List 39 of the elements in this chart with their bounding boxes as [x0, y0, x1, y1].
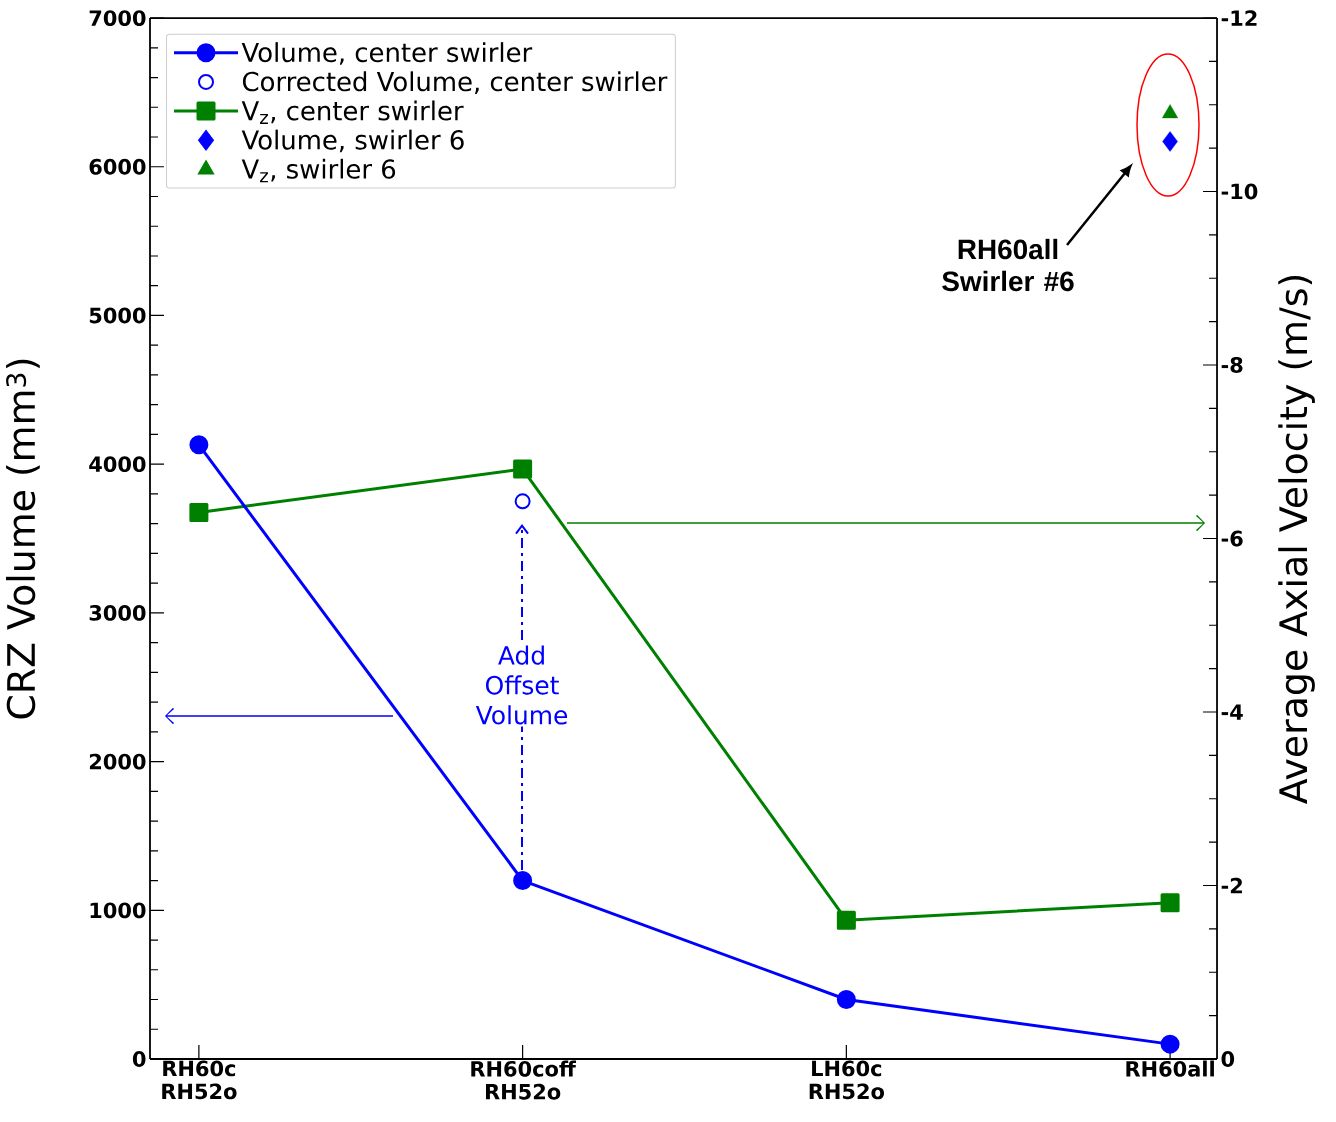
point — [1160, 893, 1180, 913]
point — [836, 990, 856, 1010]
y2-tick-label: -2 — [1221, 877, 1242, 894]
legend-label: Volume, center swirler — [241, 42, 533, 65]
point — [1162, 131, 1178, 152]
y-tick-label: 3000 — [89, 604, 146, 621]
y-axis-title: CRZ Volume (mm$^{3}$) — [6, 359, 40, 719]
y-tick-label: 5000 — [89, 307, 146, 324]
point — [513, 459, 533, 479]
legend-label: V$_{z}$, center swirler — [241, 100, 464, 124]
legend-label: Corrected Volume, center swirler — [242, 71, 668, 95]
point — [189, 502, 209, 522]
y-tick-label: 7000 — [89, 10, 146, 26]
y2-tick-label: 0 — [1221, 1051, 1235, 1067]
y-tick-label: 2000 — [89, 753, 146, 770]
x-tick-label: LH60c RH52o — [809, 1060, 884, 1100]
y2-tick-label: -10 — [1221, 183, 1258, 200]
y2-tick-label: -12 — [1221, 10, 1257, 26]
legend-label: V$_{z}$, swirler 6 — [241, 158, 396, 183]
point — [189, 435, 209, 455]
legend-label: Volume, swirler 6 — [241, 129, 464, 153]
point — [1160, 1034, 1180, 1054]
y2-tick-label: -6 — [1221, 530, 1243, 547]
y2-tick-label: -8 — [1221, 357, 1243, 373]
annotation: RH60all Swirler #6 — [942, 238, 1074, 292]
x-tick-label: RH60c RH52o — [162, 1060, 237, 1100]
point — [1162, 104, 1179, 119]
point — [836, 910, 856, 930]
point — [514, 493, 531, 510]
x-tick-label: RH60coff RH52o — [471, 1060, 577, 1100]
y2-tick-label: -4 — [1221, 704, 1243, 720]
y-tick-label: 1000 — [90, 902, 146, 919]
y2-axis-title: Average Axial Velocity (m/s) — [1278, 275, 1315, 804]
point — [513, 871, 533, 891]
x-tick-label: RH60all — [1126, 1060, 1214, 1077]
annotation: Add Offset Volume — [475, 645, 568, 725]
y-tick-label: 4000 — [89, 456, 146, 473]
y-tick-label: 0 — [132, 1051, 146, 1067]
y-tick-label: 6000 — [89, 158, 146, 175]
